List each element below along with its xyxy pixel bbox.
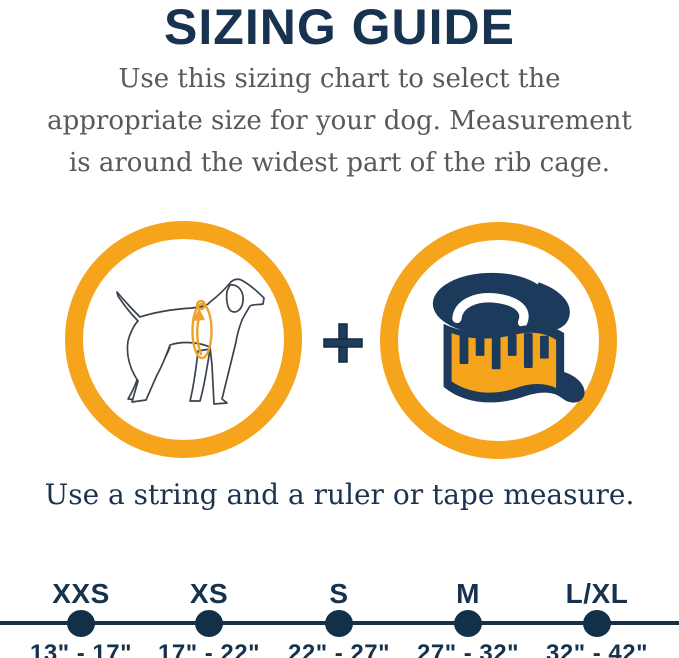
scale-dot <box>582 610 611 637</box>
size-label: M <box>456 578 480 609</box>
page-title: SIZING GUIDE <box>164 0 515 55</box>
scale-dot <box>194 610 223 637</box>
size-label: XS <box>189 578 229 609</box>
tape-measure-circle <box>380 222 617 459</box>
size-col-xxs: XXS 13" - 17" <box>30 579 132 658</box>
dog-measure-icon <box>116 278 265 405</box>
size-col-lxl: L/XL 32" - 42" <box>546 579 648 658</box>
size-label: S <box>329 578 349 609</box>
size-range: 22" - 27" <box>288 640 390 658</box>
measuring-band-arrow <box>191 299 213 360</box>
intro-line: is around the widest part of the rib cag… <box>68 148 611 178</box>
arrowhead <box>193 308 205 321</box>
size-label: L/XL <box>565 578 629 609</box>
size-range: 13" - 17" <box>30 640 132 658</box>
size-col-xs: XS 17" - 22" <box>158 579 260 658</box>
scale-dot <box>324 610 353 637</box>
size-range: 27" - 32" <box>417 640 519 658</box>
size-col-m: M 27" - 32" <box>417 579 519 658</box>
intro-text: Use this sizing chart to select the appr… <box>0 58 679 184</box>
scale-dot <box>453 610 482 637</box>
dog-measure-circle <box>65 221 302 458</box>
instruction-text: Use a string and a ruler or tape measure… <box>44 478 635 511</box>
size-col-s: S 22" - 27" <box>288 579 390 658</box>
tape-measure-icon <box>432 272 585 403</box>
size-range: 17" - 22" <box>158 640 260 658</box>
size-range: 32" - 42" <box>546 640 648 658</box>
intro-line: Use this sizing chart to select the <box>118 64 561 94</box>
scale-dot <box>66 610 95 637</box>
plus-icon <box>320 320 366 366</box>
intro-line: appropriate size for your dog. Measureme… <box>47 106 632 136</box>
size-label: XXS <box>52 578 110 609</box>
tape-tick-marks <box>459 333 549 370</box>
